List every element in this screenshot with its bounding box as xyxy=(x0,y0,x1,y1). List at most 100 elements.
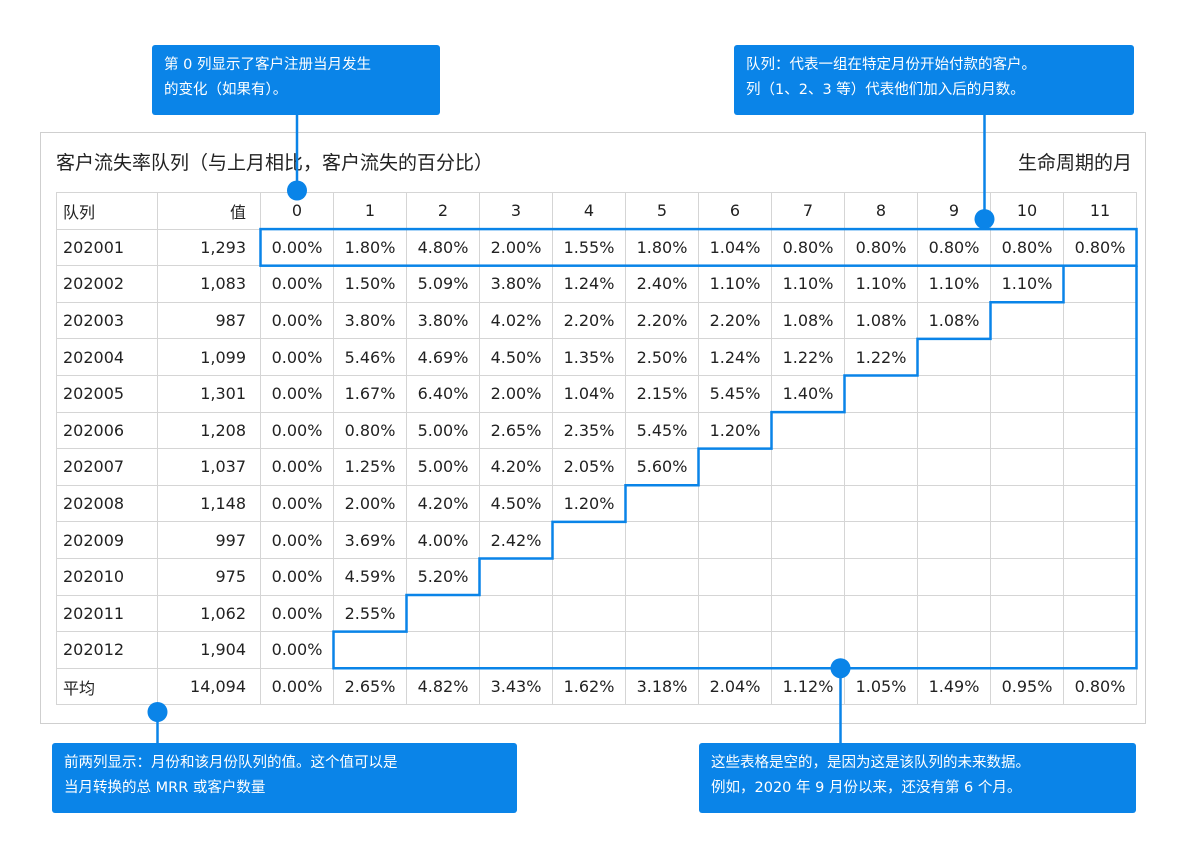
callout-empty-cells-line: 这些表格是空的，是因为这是该队列的未来数据。 xyxy=(711,755,1030,771)
table-cell: 1,904 xyxy=(157,631,261,669)
column-header: 2 xyxy=(406,192,480,230)
empty-cell xyxy=(771,484,845,523)
empty-cell xyxy=(771,631,845,669)
average-cell: 2.65% xyxy=(333,667,407,706)
table-cell: 2.00% xyxy=(479,374,553,413)
table-row: 202005 1,301 0.00% 1.67% 6.40% 2.00% 1.04% 2.15… xyxy=(56,374,1137,413)
column-header: 4 xyxy=(552,192,626,230)
table-cell: 2.50% xyxy=(625,338,699,376)
table-cell: 202005 xyxy=(56,374,158,413)
column-header: 1 xyxy=(333,192,407,230)
table-cell: 1.10% xyxy=(771,265,845,303)
table-cell: 1.67% xyxy=(333,374,407,413)
table-cell: 5.09% xyxy=(406,265,480,303)
table-row: 202012 1,904 0.00% xyxy=(56,631,1137,669)
column-header: 11 xyxy=(1063,192,1137,230)
table-cell: 0.80% xyxy=(990,228,1064,267)
callout-empty-cells: 这些表格是空的，是因为这是该队列的未来数据。 例如，2020 年 9 月份以来，… xyxy=(699,743,1136,813)
callout-first-columns-line: 前两列显示：月份和该月份队列的值。这个值可以是 xyxy=(64,755,398,771)
average-cell: 3.43% xyxy=(479,667,553,706)
column-header: 10 xyxy=(990,192,1064,230)
average-row: 平均 14,094 0.00% 2.65% 4.82% 3.43% 1.62% 3.18% 2.… xyxy=(56,667,1137,706)
table-cell: 2.05% xyxy=(552,448,626,486)
table-cell: 0.00% xyxy=(260,594,334,633)
empty-cell xyxy=(333,631,407,669)
table-cell: 0.00% xyxy=(260,521,334,559)
empty-cell xyxy=(844,594,918,633)
table-cell: 1,037 xyxy=(157,448,261,486)
table-cell: 202010 xyxy=(56,557,158,596)
chart-subtitle: 生命周期的月 xyxy=(1017,152,1132,174)
average-cell: 1.49% xyxy=(917,667,991,706)
table-row: 202004 1,099 0.00% 5.46% 4.69% 4.50% 1.35% 2.50… xyxy=(56,338,1137,376)
average-cell: 3.18% xyxy=(625,667,699,706)
average-cell: 0.95% xyxy=(990,667,1064,706)
table-cell: 1.10% xyxy=(990,265,1064,303)
table-cell: 1.08% xyxy=(917,301,991,340)
table-cell: 3.80% xyxy=(333,301,407,340)
empty-cell xyxy=(625,484,699,523)
table-cell: 4.50% xyxy=(479,338,553,376)
table-cell: 1.20% xyxy=(698,411,772,450)
column-header: 3 xyxy=(479,192,553,230)
table-cell: 4.59% xyxy=(333,557,407,596)
empty-cell xyxy=(771,448,845,486)
table-cell: 2.20% xyxy=(698,301,772,340)
table-cell: 4.02% xyxy=(479,301,553,340)
table-cell: 202003 xyxy=(56,301,158,340)
callout-month-zero-line: 第 0 列显示了客户注册当月发生 xyxy=(164,57,371,73)
empty-cell xyxy=(771,557,845,596)
table-cell: 202001 xyxy=(56,228,158,267)
table-cell: 0.80% xyxy=(333,411,407,450)
table-cell: 1.10% xyxy=(844,265,918,303)
table-cell: 0.80% xyxy=(1063,228,1137,267)
table-cell: 5.00% xyxy=(406,448,480,486)
column-header: 6 xyxy=(698,192,772,230)
table-cell: 0.00% xyxy=(260,484,334,523)
table-cell: 1.04% xyxy=(552,374,626,413)
table-cell: 3.69% xyxy=(333,521,407,559)
empty-cell xyxy=(844,521,918,559)
table-cell: 5.60% xyxy=(625,448,699,486)
table-cell: 2.42% xyxy=(479,521,553,559)
table-cell: 202012 xyxy=(56,631,158,669)
table-cell: 2.15% xyxy=(625,374,699,413)
table-cell: 6.40% xyxy=(406,374,480,413)
empty-cell xyxy=(917,631,991,669)
table-cell: 0.00% xyxy=(260,411,334,450)
column-header: 7 xyxy=(771,192,845,230)
empty-cell xyxy=(917,557,991,596)
table-row: 202003 987 0.00% 3.80% 3.80% 4.02% 2.20% 2.20% 2… xyxy=(56,301,1137,340)
table-cell: 2.40% xyxy=(625,265,699,303)
table-cell: 0.00% xyxy=(260,557,334,596)
empty-cell xyxy=(917,338,991,376)
empty-cell xyxy=(552,557,626,596)
table-cell: 4.20% xyxy=(479,448,553,486)
average-cell: 1.05% xyxy=(844,667,918,706)
average-cell: 4.82% xyxy=(406,667,480,706)
empty-cell xyxy=(479,557,553,596)
callout-empty-cells-line: 例如，2020 年 9 月份以来，还没有第 6 个月。 xyxy=(711,780,1022,796)
empty-cell xyxy=(552,521,626,559)
table-cell: 202002 xyxy=(56,265,158,303)
table-cell: 1.24% xyxy=(698,338,772,376)
table-cell: 2.20% xyxy=(625,301,699,340)
table-cell: 0.00% xyxy=(260,301,334,340)
empty-cell xyxy=(844,484,918,523)
table-cell: 5.20% xyxy=(406,557,480,596)
empty-cell xyxy=(917,448,991,486)
column-header: 值 xyxy=(157,192,261,230)
table-cell: 1.08% xyxy=(771,301,845,340)
table-cell: 997 xyxy=(157,521,261,559)
table-cell: 202004 xyxy=(56,338,158,376)
table-cell: 1.80% xyxy=(333,228,407,267)
callout-month-zero-line: 的变化（如果有）。 xyxy=(164,82,288,98)
empty-cell xyxy=(698,557,772,596)
table-cell: 1.25% xyxy=(333,448,407,486)
empty-cell xyxy=(698,521,772,559)
empty-cell xyxy=(917,374,991,413)
empty-cell xyxy=(844,448,918,486)
table-cell: 1.40% xyxy=(771,374,845,413)
empty-cell xyxy=(990,631,1064,669)
empty-cell xyxy=(1063,484,1137,523)
